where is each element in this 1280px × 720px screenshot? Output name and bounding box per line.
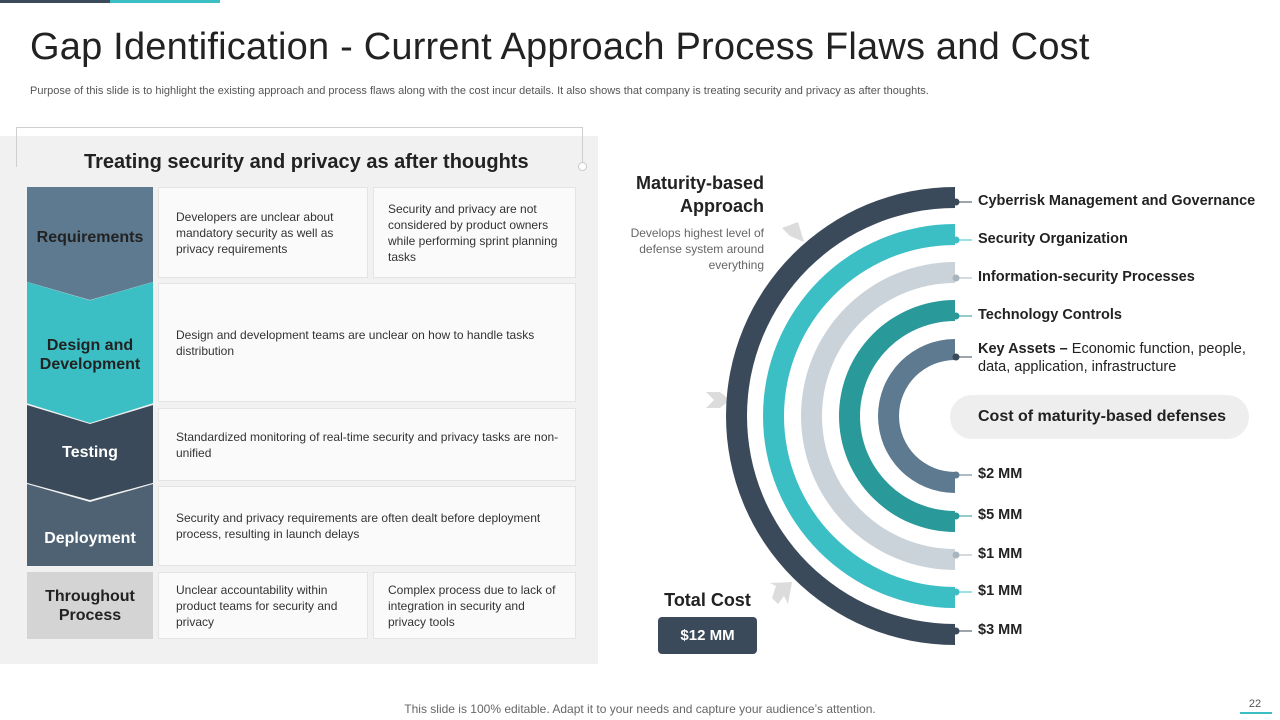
total-cost-label: Total Cost bbox=[664, 590, 751, 610]
layer-label-key-assets: Key Assets – Economic function, people, … bbox=[978, 341, 1246, 375]
top-accent-teal bbox=[110, 0, 220, 3]
deployment-flaw: Security and privacy requirements are of… bbox=[158, 486, 576, 566]
cost-governance: $3 MM bbox=[978, 622, 1023, 638]
stage-requirements: Requirements bbox=[27, 187, 153, 300]
connector-dots bbox=[952, 198, 972, 635]
layer-label-infosec-processes: Information-security Processes bbox=[978, 269, 1195, 285]
arrow-icon-top bbox=[782, 222, 804, 242]
throughout-flaw-2: Complex process due to lack of integrati… bbox=[373, 572, 576, 639]
cost-heading-pill: Cost of maturity-based defenses bbox=[950, 395, 1249, 439]
layer-label-governance: Cyberrisk Management and Governance bbox=[978, 193, 1256, 209]
stage-design-development: Design and Development bbox=[27, 282, 153, 423]
stage-throughout-process: Throughout Process bbox=[27, 572, 153, 639]
slide-subtitle: Purpose of this slide is to highlight th… bbox=[30, 85, 929, 97]
throughout-flaw-1: Unclear accountability within product te… bbox=[158, 572, 368, 639]
frame-dot bbox=[578, 162, 587, 171]
slide-title: Gap Identification - Current Approach Pr… bbox=[30, 26, 1090, 68]
cost-infosec-processes: $1 MM bbox=[978, 546, 1023, 562]
layer-label-security-org: Security Organization bbox=[978, 231, 1128, 247]
maturity-description: Develops highest level of defense system… bbox=[630, 226, 764, 272]
page-number-underline bbox=[1240, 712, 1272, 714]
arc-light bbox=[801, 262, 955, 570]
slide-footer: This slide is 100% editable. Adapt it to… bbox=[404, 702, 876, 716]
page-number: 22 bbox=[1248, 698, 1262, 710]
cost-key-assets: $2 MM bbox=[978, 466, 1023, 482]
cost-technology-controls: $5 MM bbox=[978, 507, 1023, 523]
requirements-flaw-1: Developers are unclear about mandatory s… bbox=[158, 187, 368, 278]
arrow-icon-middle bbox=[706, 392, 730, 408]
arc-dark-teal bbox=[839, 300, 955, 532]
total-cost-value: $12 MM bbox=[658, 617, 757, 654]
arc-slate bbox=[878, 339, 955, 493]
arrow-icon-bottom bbox=[770, 582, 792, 604]
arc-teal bbox=[763, 224, 955, 608]
testing-flaw: Standardized monitoring of real-time sec… bbox=[158, 408, 576, 481]
left-panel-frame bbox=[16, 127, 583, 167]
design-development-flaw: Design and development teams are unclear… bbox=[158, 283, 576, 402]
left-panel-heading: Treating security and privacy as after t… bbox=[84, 151, 529, 173]
top-accent-dark bbox=[0, 0, 110, 3]
layer-label-technology-controls: Technology Controls bbox=[978, 307, 1122, 323]
maturity-title: Maturity-based Approach bbox=[635, 173, 764, 216]
cost-security-org: $1 MM bbox=[978, 583, 1023, 599]
requirements-flaw-2: Security and privacy are not considered … bbox=[373, 187, 576, 278]
